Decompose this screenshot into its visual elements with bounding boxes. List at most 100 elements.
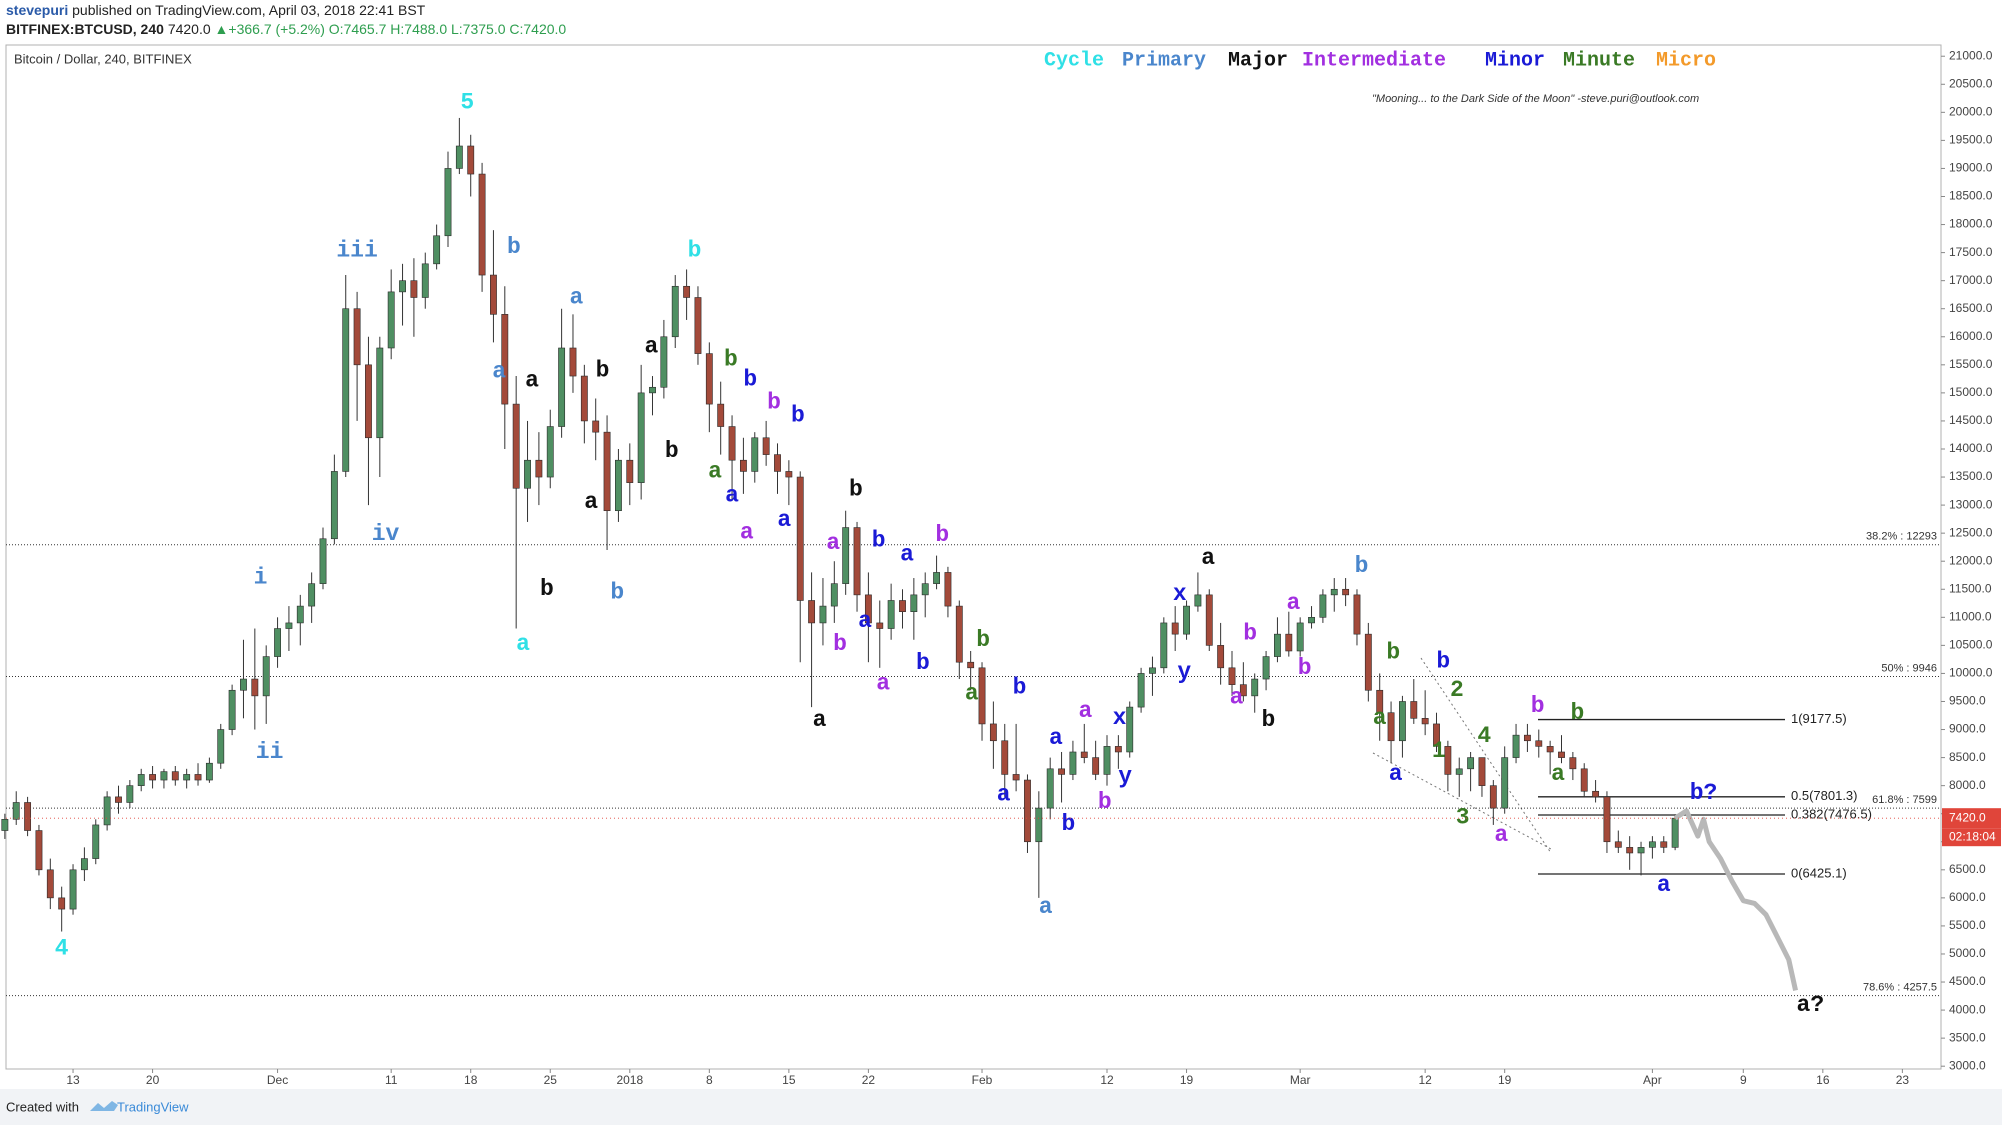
candle-body: [978, 667, 986, 725]
candle-body: [171, 771, 179, 781]
candle-body: [1228, 667, 1236, 685]
candle-body: [1433, 723, 1440, 747]
wave-label: a: [876, 671, 890, 697]
y-tick-label: 3000.0: [1949, 1058, 1986, 1072]
x-tick-label: Mar: [1290, 1073, 1311, 1087]
y-tick-label: 15000.0: [1949, 385, 1993, 399]
wave-label: 4: [1477, 723, 1491, 749]
candle-body: [1058, 768, 1065, 775]
candle-body: [1194, 594, 1202, 607]
level-label: 61.8% : 7599: [1872, 794, 1937, 806]
legend-entry: Major: [1228, 49, 1288, 72]
y-tick-label: 17500.0: [1949, 245, 1993, 259]
candle-body: [115, 796, 122, 803]
wave-label: b: [1571, 700, 1585, 726]
candle-body: [455, 145, 463, 169]
candle-body: [183, 774, 191, 781]
candle-body: [1637, 847, 1645, 854]
y-tick-label: 15500.0: [1949, 357, 1993, 371]
wave-label: a: [525, 368, 539, 394]
candle-body: [330, 471, 338, 540]
fib-label: 1(9177.5): [1791, 711, 1847, 726]
y-tick-label: 16000.0: [1949, 329, 1993, 343]
wave-label: a: [965, 681, 979, 707]
change-arrow: ▲: [215, 21, 229, 37]
candle-body: [1648, 841, 1656, 848]
x-tick-label: 11: [385, 1073, 398, 1087]
y-tick-label: 3500.0: [1949, 1030, 1986, 1044]
y-tick-label: 12500.0: [1949, 525, 1993, 539]
candle-body: [194, 774, 202, 781]
ohlc: O:7465.7 H:7488.0 L:7375.0 C:7420.0: [329, 21, 567, 37]
y-tick-label: 10000.0: [1949, 666, 1993, 680]
wave-label: b: [1298, 655, 1312, 681]
candle-body: [751, 437, 759, 472]
candle-body: [876, 622, 884, 629]
candle-body: [137, 774, 145, 786]
wave-label: a: [777, 507, 791, 533]
wave-label: b: [610, 580, 624, 606]
candle-body: [1103, 746, 1111, 775]
candle-body: [671, 285, 679, 338]
y-tick-label: 6500.0: [1949, 862, 1986, 876]
candle-body: [864, 594, 872, 624]
candle-body: [1035, 807, 1043, 843]
candle-body: [490, 274, 497, 315]
y-tick-label: 5500.0: [1949, 918, 1986, 932]
candle-body: [739, 459, 747, 472]
candle-body: [12, 802, 20, 820]
candle-body: [524, 459, 531, 489]
wave-label: b: [665, 438, 679, 464]
candle-body: [1387, 712, 1395, 742]
wave-label: b: [688, 237, 702, 263]
candle-body: [24, 802, 32, 831]
y-tick-label: 8500.0: [1949, 750, 1986, 764]
y-tick-label: 21000.0: [1949, 48, 1993, 62]
candle-body: [1467, 757, 1475, 770]
brand-logo: [90, 1101, 118, 1111]
y-tick-label: 12000.0: [1949, 553, 1993, 567]
wave-label: b: [767, 389, 781, 415]
candle-body: [546, 426, 554, 478]
wave-label: b: [916, 650, 930, 676]
candle-body: [1444, 746, 1452, 775]
wave-label: a: [1230, 685, 1244, 711]
fib-label: 0(6425.1): [1791, 865, 1847, 880]
wave-label: iii: [336, 237, 377, 263]
wave-label: a: [516, 631, 530, 657]
wave-label: b: [1355, 553, 1369, 579]
candle-body: [205, 762, 213, 781]
y-tick-label: 13000.0: [1949, 497, 1993, 511]
y-tick-label: 18000.0: [1949, 217, 1993, 231]
candle-body: [1421, 718, 1429, 725]
candle-body: [1114, 746, 1122, 753]
candle-body: [103, 796, 111, 826]
wave-label: a: [740, 520, 754, 546]
candle-body: [569, 347, 577, 377]
candle-body: [1376, 689, 1384, 714]
wave-label: a: [1389, 761, 1403, 787]
trend-line: [1420, 657, 1552, 854]
candle-body: [899, 600, 906, 613]
wave-label: b: [791, 402, 805, 428]
wave-label: a: [584, 489, 598, 515]
candle-body: [1205, 594, 1213, 646]
candle-body: [967, 661, 975, 669]
y-tick-label: 19500.0: [1949, 133, 1993, 147]
header-line-2: BITFINEX:BTCUSD, 240 7420.0 ▲+366.7 (+5.…: [6, 21, 566, 37]
candle-body: [1126, 706, 1134, 753]
candle-body: [887, 600, 895, 629]
candle-body: [762, 437, 770, 455]
candle-body: [774, 454, 781, 472]
candle-body: [46, 869, 54, 899]
wave-label: a: [900, 542, 914, 568]
x-tick-label: 19: [1498, 1073, 1512, 1087]
candle-body: [558, 347, 566, 427]
candle-body: [683, 285, 691, 298]
candle-body: [1501, 757, 1509, 809]
candle-body: [410, 280, 418, 298]
candle-body: [955, 605, 963, 663]
x-tick-label: 16: [1816, 1073, 1830, 1087]
